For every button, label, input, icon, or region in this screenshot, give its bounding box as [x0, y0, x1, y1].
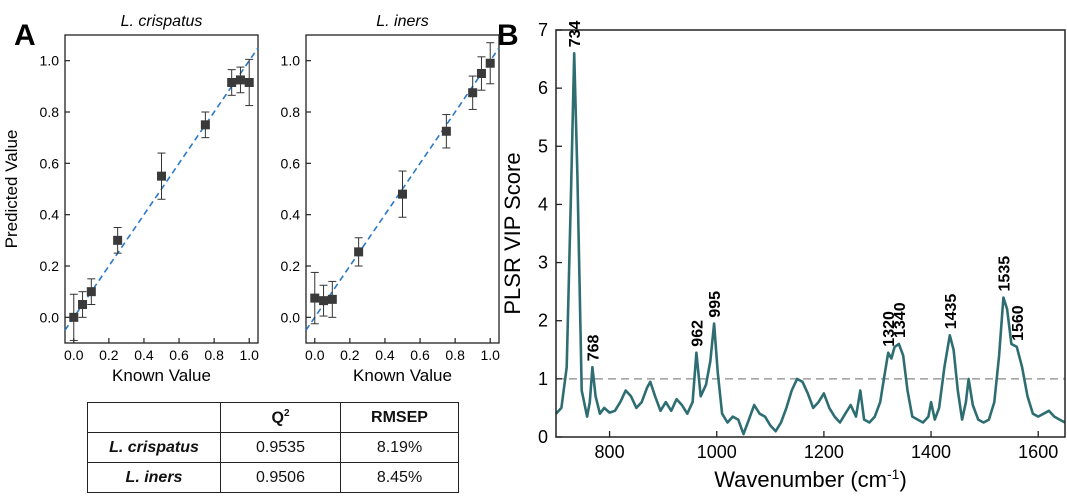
table-row: L. crispatus 0.9535 8.19%: [87, 432, 459, 463]
table-header-q2: Q2: [220, 402, 341, 433]
subplot-title: L. iners: [376, 13, 428, 30]
y-tick-label: 0.8: [281, 104, 301, 120]
y-tick-label: 0.0: [40, 309, 60, 325]
x-tick-label: 1000: [697, 442, 737, 462]
peak-annotation-label: 1560: [1010, 305, 1027, 341]
table-header-cell: [87, 402, 221, 433]
data-point: [69, 312, 79, 322]
peak-annotation-label: 1320: [881, 311, 898, 347]
y-tick-label: 0.2: [40, 258, 60, 274]
data-point: [86, 287, 96, 297]
table-cell-rmsep: 8.45%: [340, 462, 459, 493]
y-tick-label: 0.6: [281, 155, 301, 171]
data-point: [354, 247, 364, 257]
y-tick-label: 0.0: [281, 309, 301, 325]
x-tick-label: 0.2: [340, 347, 360, 363]
data-point: [227, 77, 237, 87]
vip-series-line: [555, 52, 1066, 436]
table-header-row: Q2 RMSEP: [87, 402, 459, 433]
x-tick-label: 0.4: [134, 347, 154, 363]
peak-annotation-label: 768: [585, 334, 602, 361]
x-tick-label: 0.0: [64, 347, 84, 363]
panel-label-b: B: [497, 19, 519, 52]
crispatus-scatter-chart: L. crispatus 0.0 0.2 0.4 0.6 0.8 1.0 0.0 0.2 0.4 0…: [2, 13, 259, 385]
y-tick-label: 0.4: [40, 207, 60, 223]
data-point: [244, 77, 254, 87]
table-header-rmsep: RMSEP: [340, 402, 459, 433]
vip-score-chart: 800 1000 1200 1400 1600 0 1 2 3 4 5 6 7 Wavenumber (c…: [500, 20, 1066, 492]
data-point: [441, 126, 451, 136]
iners-scatter-chart: L. iners 0.0 0.2 0.4 0.6 0.8 1.0 0.0 0.2 0.4 0.6 0.…: [281, 13, 501, 385]
data-point: [235, 75, 245, 85]
y-tick-label: 0.8: [40, 104, 60, 120]
q2-superscript: 2: [283, 407, 290, 419]
peak-annotation-label: 1340: [892, 302, 909, 338]
peak-annotation-label: 995: [707, 291, 724, 318]
x-tick-label: 0.8: [445, 347, 465, 363]
x-axis-title-main: Wavenumber (cm: [714, 467, 887, 492]
data-point: [310, 293, 320, 303]
y-tick-label: 3: [538, 253, 548, 273]
table-cell-species: L. iners: [87, 462, 221, 493]
x-tick-label: 0.0: [305, 347, 325, 363]
plot-frame: [64, 34, 259, 344]
peak-annotation-label: 734: [567, 20, 584, 47]
y-tick-label: 0: [538, 427, 548, 447]
x-tick-label: 0.6: [169, 347, 189, 363]
subplot-title: L. crispatus: [121, 13, 203, 30]
data-point: [476, 69, 486, 78]
y-tick-label: 4: [538, 194, 548, 214]
data-point: [113, 235, 123, 245]
x-axis-title: Wavenumber (cm-1): [714, 466, 907, 492]
peak-annotation-label: 962: [689, 320, 706, 347]
y-axis-title: PLSR VIP Score: [500, 152, 525, 314]
data-point: [319, 296, 329, 306]
y-tick-label: 1: [538, 369, 548, 389]
peak-annotation-label: 1535: [996, 256, 1013, 292]
plot-frame: [555, 29, 1066, 438]
data-point: [200, 120, 210, 130]
y-tick-label: 0.6: [40, 155, 60, 171]
x-axis-title-suffix: ): [899, 467, 906, 492]
data-point: [398, 189, 407, 199]
x-tick-label: 1.0: [480, 347, 500, 363]
x-tick-label: 1400: [911, 442, 951, 462]
x-tick-label: 800: [595, 442, 625, 462]
y-axis-title: Predicted Value: [2, 130, 21, 249]
x-tick-label: 0.2: [99, 347, 119, 363]
x-axis-title: Known Value: [353, 366, 452, 385]
x-tick-label: 1600: [1018, 442, 1058, 462]
data-point: [327, 294, 337, 304]
table-cell-species: L. crispatus: [87, 432, 221, 463]
performance-table: Q2 RMSEP L. crispatus 0.9535 8.19% L. in…: [87, 402, 459, 493]
data-point: [157, 171, 166, 181]
y-tick-label: 6: [538, 78, 548, 98]
panel-label-a: A: [14, 19, 36, 52]
data-point: [485, 58, 495, 68]
peak-annotation-label: 1435: [943, 294, 960, 330]
plot-frame: [305, 34, 500, 344]
y-tick-label: 2: [538, 311, 548, 331]
y-tick-label: 5: [538, 136, 548, 156]
y-tick-label: 1.0: [40, 53, 60, 69]
data-point: [468, 88, 478, 98]
table-cell-q2: 0.9535: [220, 432, 341, 463]
y-tick-label: 7: [538, 20, 548, 40]
table-cell-q2: 0.9506: [220, 462, 341, 493]
x-tick-label: 0.8: [204, 347, 224, 363]
table-row: L. iners 0.9506 8.45%: [87, 462, 459, 493]
data-point: [78, 300, 88, 309]
x-tick-label: 0.6: [410, 347, 430, 363]
x-axis-title-superscript: -1: [887, 466, 900, 482]
x-axis-title: Known Value: [112, 366, 211, 385]
y-tick-label: 1.0: [281, 53, 301, 69]
x-tick-label: 1.0: [239, 347, 259, 363]
y-tick-label: 0.4: [281, 207, 301, 223]
x-tick-label: 0.4: [375, 347, 395, 363]
y-tick-label: 0.2: [281, 258, 301, 274]
table-cell-rmsep: 8.19%: [340, 432, 459, 463]
x-tick-label: 1200: [804, 442, 844, 462]
